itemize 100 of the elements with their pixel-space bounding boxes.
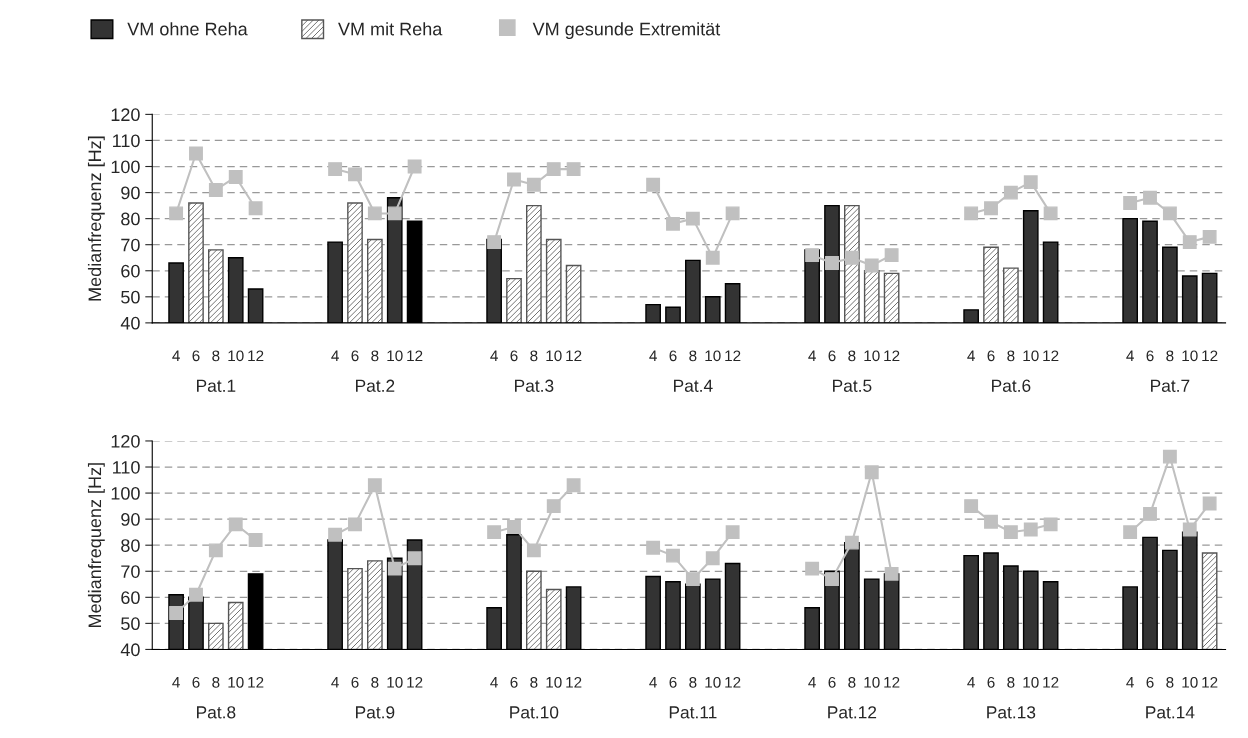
text: Pat.10 xyxy=(510,706,559,719)
text: Pat.8 xyxy=(197,706,236,719)
text: Pat.1 xyxy=(197,379,236,392)
x-tick-label: 12 xyxy=(566,676,582,688)
x-tick-label: 10 xyxy=(864,350,880,362)
x-tick-label: 10 xyxy=(864,676,880,688)
x-tick-label: 4 xyxy=(1126,677,1134,688)
x-tick-label: 6 xyxy=(1146,676,1154,688)
point xyxy=(1162,449,1177,464)
point xyxy=(1003,185,1018,200)
point xyxy=(1143,190,1157,205)
y-tick-label: 50 xyxy=(121,617,140,631)
point xyxy=(1023,175,1038,190)
x-tick-label: 4 xyxy=(967,350,975,362)
x-tick-label: 6 xyxy=(351,350,359,362)
point xyxy=(1202,496,1217,511)
point xyxy=(507,172,521,187)
x-tick-label: 12 xyxy=(884,350,900,362)
point xyxy=(169,206,184,221)
x-tick-label: 6 xyxy=(987,676,995,688)
point xyxy=(228,517,243,532)
point xyxy=(646,540,661,555)
x-tick-label: 6 xyxy=(1146,350,1154,362)
x-tick-label: 12 xyxy=(248,676,264,688)
y-axis-title: Medianfrequenz [Hz] xyxy=(87,463,105,628)
x-tick-label: 4 xyxy=(331,677,339,688)
point xyxy=(685,211,700,226)
x-tick-label: 4 xyxy=(808,350,816,362)
text: Pat.11 xyxy=(669,706,717,719)
point xyxy=(984,514,998,529)
point xyxy=(685,572,700,587)
point xyxy=(1182,235,1197,250)
point xyxy=(189,146,203,161)
x-tick-label: 10 xyxy=(705,676,721,688)
x-tick-label: 8 xyxy=(1166,676,1174,688)
x-tick-label: 10 xyxy=(387,676,403,688)
y-tick-label: 60 xyxy=(121,264,140,278)
point xyxy=(884,566,899,581)
point xyxy=(348,517,362,532)
point xyxy=(984,201,998,216)
x-tick-label: 8 xyxy=(212,350,220,362)
x-tick-label: 6 xyxy=(669,676,677,688)
x-tick-label: 8 xyxy=(371,676,379,688)
point xyxy=(487,525,502,540)
y-tick-label: 90 xyxy=(121,513,140,526)
y-tick-label: 40 xyxy=(120,643,140,657)
point xyxy=(725,206,740,221)
x-tick-label: 10 xyxy=(1023,676,1039,688)
x-tick-label: 12 xyxy=(248,350,264,362)
point xyxy=(566,478,581,493)
x-tick-label: 4 xyxy=(649,350,657,362)
point xyxy=(646,177,661,192)
x-tick-label: 8 xyxy=(530,350,538,362)
point xyxy=(228,169,243,184)
point xyxy=(1123,525,1138,540)
x-tick-label: 8 xyxy=(1007,350,1015,362)
point xyxy=(825,255,839,270)
point xyxy=(864,465,879,480)
x-tick-label: 4 xyxy=(490,677,498,688)
x-tick-label: 12 xyxy=(725,676,741,688)
x-tick-label: 12 xyxy=(1202,676,1218,688)
point xyxy=(546,162,561,177)
x-tick-label: 8 xyxy=(212,676,220,688)
point xyxy=(844,535,859,550)
point xyxy=(546,499,561,514)
x-tick-label: 10 xyxy=(546,350,562,362)
y-tick-label: 80 xyxy=(121,212,140,226)
x-tick-label: 4 xyxy=(967,677,975,688)
text: Pat.3 xyxy=(515,379,554,392)
point xyxy=(487,235,502,250)
point xyxy=(1003,525,1018,540)
x-tick-label: 6 xyxy=(987,350,995,362)
point xyxy=(208,183,223,197)
x-tick-label: 8 xyxy=(848,676,856,688)
text: Pat.2 xyxy=(356,379,395,392)
x-tick-label: 8 xyxy=(848,350,856,362)
point xyxy=(248,533,263,547)
legend-label: VM gesunde Extremität xyxy=(532,22,721,40)
y-tick-label: 100 xyxy=(111,160,140,174)
x-tick-label: 4 xyxy=(331,350,339,362)
x-tick-label: 6 xyxy=(192,350,200,362)
x-tick-label: 6 xyxy=(351,676,359,688)
point xyxy=(566,162,581,177)
text: Pat.12 xyxy=(828,706,877,719)
x-tick-label: 8 xyxy=(1007,676,1015,688)
point xyxy=(805,561,820,576)
point xyxy=(1202,229,1217,244)
point xyxy=(526,177,541,192)
point xyxy=(725,525,740,540)
x-tick-label: 8 xyxy=(530,676,538,688)
y-tick-label: 80 xyxy=(121,539,140,552)
point xyxy=(367,206,382,221)
point xyxy=(387,206,402,221)
text: Pat.14 xyxy=(1146,706,1195,719)
x-tick-label: 6 xyxy=(510,350,518,362)
x-tick-label: 12 xyxy=(407,350,423,362)
point xyxy=(1123,196,1138,210)
text: Pat.6 xyxy=(992,379,1031,392)
x-tick-label: 12 xyxy=(725,350,741,362)
y-tick-label: 110 xyxy=(113,134,140,148)
